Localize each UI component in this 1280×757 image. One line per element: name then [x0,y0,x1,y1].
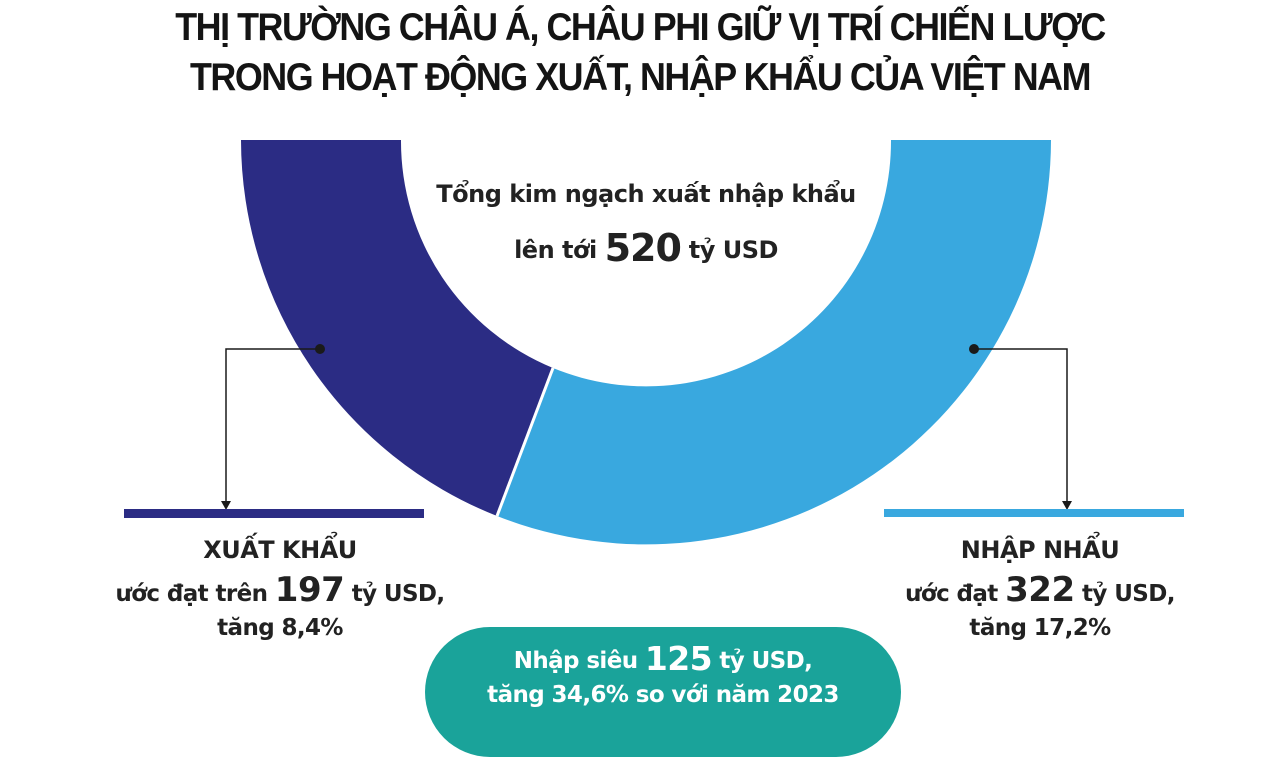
deficit-value-line: Nhập siêu 125 tỷ USD, [425,641,901,679]
import-segment [497,140,1051,545]
export-value: 197 [274,570,345,610]
import-heading: NHẬP NHẨU [960,536,1120,564]
total-suffix: tỷ USD [688,236,779,264]
import-value-line: ước đạt 322 tỷ USD, [860,571,1220,613]
half-donut-chart [124,140,1184,545]
deficit-prefix: Nhập siêu [513,648,638,674]
export-heading: XUẤT KHẨU [203,536,357,564]
export-prefix: ước đạt trên [115,581,268,607]
deficit-suffix: tỷ USD, [719,648,813,674]
import-prefix: ước đạt [905,581,998,607]
title-line-2: TRONG HOẠT ĐỘNG XUẤT, NHẬP KHẨU CỦA VIỆT… [189,56,1091,99]
total-prefix: lên tới [514,236,597,264]
export-segment [241,140,553,516]
export-suffix: tỷ USD, [351,581,445,607]
deficit-value: 125 [644,639,713,678]
export-arrowhead [221,501,231,510]
export-connector [225,348,320,504]
import-suffix: tỷ USD, [1082,581,1175,607]
import-bar [884,509,1184,517]
segment-divider [495,367,555,517]
import-growth: tăng 17,2% [969,615,1111,641]
total-value-line: lên tới 520 tỷ USD [390,226,902,270]
total-label: Tổng kim ngạch xuất nhập khẩu [436,180,856,208]
import-value: 322 [1005,570,1075,610]
import-arrowhead [1062,501,1072,510]
export-value-line: ước đạt trên 197 tỷ USD, [90,571,470,613]
export-info: XUẤT KHẨU ước đạt trên 197 tỷ USD, tăng … [90,0,470,643]
export-growth: tăng 8,4% [217,615,343,641]
trade-deficit-badge: Nhập siêu 125 tỷ USD, tăng 34,6% so với … [425,627,901,757]
export-bar [124,509,424,518]
total-value: 520 [604,226,682,270]
import-connector [974,348,1068,504]
deficit-growth: tăng 34,6% so với năm 2023 [487,682,839,708]
title-line-1: THỊ TRƯỜNG CHÂU Á, CHÂU PHI GIỮ VỊ TRÍ C… [175,6,1106,49]
import-info: NHẬP NHẨU ước đạt 322 tỷ USD, tăng 17,2% [860,0,1220,643]
